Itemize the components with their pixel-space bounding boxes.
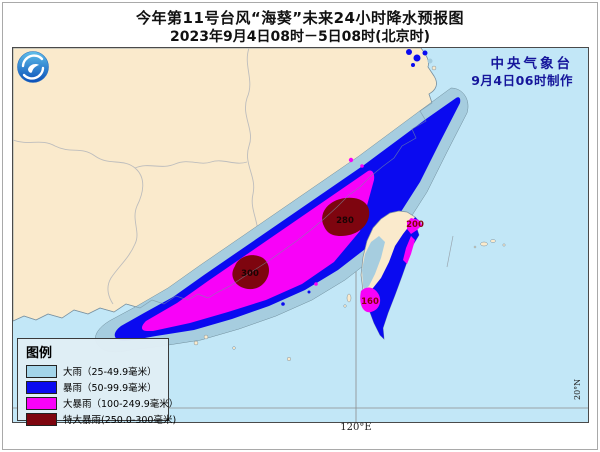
legend-label: 大雨（25-49.9毫米） [63, 367, 157, 378]
taiwan-rain-heavy-rainstorm [360, 218, 422, 313]
latitude-label: 20°N [573, 379, 582, 400]
swatch-rainstorm [26, 380, 57, 394]
rain-specks [281, 157, 364, 306]
taiwan-rain-heavy [362, 236, 385, 290]
legend-row-rainstorm: 暴雨（50-99.9毫米） [18, 379, 168, 395]
swatch-extreme-rainstorm [26, 412, 57, 426]
legend-row-extreme-rainstorm: 特大暴雨(250.0-300毫米) [18, 411, 176, 427]
rain-max-label-200: 200 [406, 220, 424, 230]
swatch-heavy-rain [26, 364, 57, 378]
map-canvas: 280 300 200 160 20°N [12, 47, 589, 423]
cma-logo [17, 51, 49, 83]
legend-row-heavy-rainstorm: 大暴雨（100-249.9毫米） [18, 395, 178, 411]
zhoushan-islands [406, 49, 437, 71]
legend-label: 特大暴雨(250.0-300毫米) [63, 415, 177, 426]
swatch-heavy-rainstorm [26, 396, 57, 410]
small-islands [193, 239, 506, 362]
rain-band-heavy-rainstorm [141, 170, 375, 331]
issuing-agency-block: 中央气象台 9月4日06时制作 [471, 55, 573, 90]
legend-label: 暴雨（50-99.9毫米） [63, 383, 157, 394]
longitude-label: 120°E [340, 422, 372, 433]
legend-title: 图例 [26, 346, 53, 361]
rain-max-label-280: 280 [336, 216, 354, 226]
legend-label: 大暴雨（100-249.9毫米） [63, 399, 179, 410]
rain-max-label-160: 160 [361, 297, 379, 307]
map-subtitle-validtime: 2023年9月4日08时－5日08时(北京时) [170, 29, 430, 45]
legend-row-heavy-rain: 大雨（25-49.9毫米） [18, 363, 168, 379]
rain-band-rainstorm [114, 97, 461, 341]
coastline [13, 48, 437, 322]
rain-max-label-300: 300 [241, 269, 259, 279]
island-chain-line [446, 235, 454, 268]
map-title: 今年第11号台风“海葵”未来24小时降水预报图 [136, 9, 464, 27]
legend-box: 图例 大雨（25-49.9毫米） 暴雨（50-99.9毫米） 大暴雨（100-2… [17, 338, 178, 426]
issue-time: 9月4日06时制作 [471, 73, 573, 89]
agency-name: 中央气象台 [490, 56, 573, 72]
